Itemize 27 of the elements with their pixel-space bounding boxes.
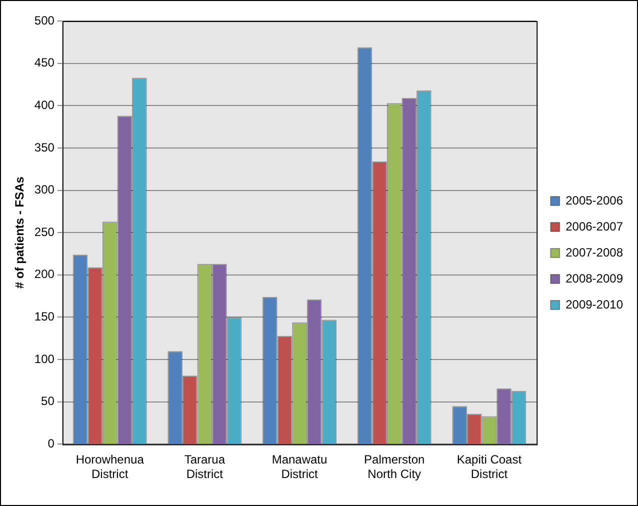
y-axis-title: # of patients - FSAs bbox=[12, 176, 27, 289]
y-tick-label: 500 bbox=[34, 13, 55, 28]
category-label: Manawatu bbox=[272, 452, 328, 467]
y-tick-label: 0 bbox=[48, 436, 55, 451]
y-tick-label: 300 bbox=[34, 182, 55, 197]
legend-label: 2007-2008 bbox=[566, 245, 624, 260]
y-tick-label: 450 bbox=[34, 56, 55, 70]
category-label: Horowhenua bbox=[76, 452, 144, 467]
category-label: Palmerston bbox=[364, 452, 425, 467]
legend-label: 2005-2006 bbox=[566, 193, 624, 208]
y-tick-label: 250 bbox=[34, 224, 55, 239]
category-label: North City bbox=[368, 467, 422, 482]
category-label: District bbox=[470, 467, 508, 482]
y-tick-label: 400 bbox=[34, 98, 55, 112]
legend-label: 2009-2010 bbox=[566, 297, 624, 312]
category-label: Tararua bbox=[184, 452, 226, 467]
category-label: Kapiti Coast bbox=[456, 452, 522, 467]
y-tick-label: 350 bbox=[34, 140, 55, 154]
category-label: District bbox=[92, 467, 128, 482]
category-label: District bbox=[281, 467, 318, 482]
y-tick-label: 150 bbox=[34, 310, 55, 324]
y-tick-label: 100 bbox=[34, 352, 55, 366]
legend-label: 2006-2007 bbox=[566, 219, 624, 234]
y-tick-label: 50 bbox=[41, 394, 55, 408]
category-label: District bbox=[186, 467, 224, 482]
legend-label: 2008-2009 bbox=[566, 271, 624, 286]
y-tick-label: 200 bbox=[34, 267, 55, 282]
